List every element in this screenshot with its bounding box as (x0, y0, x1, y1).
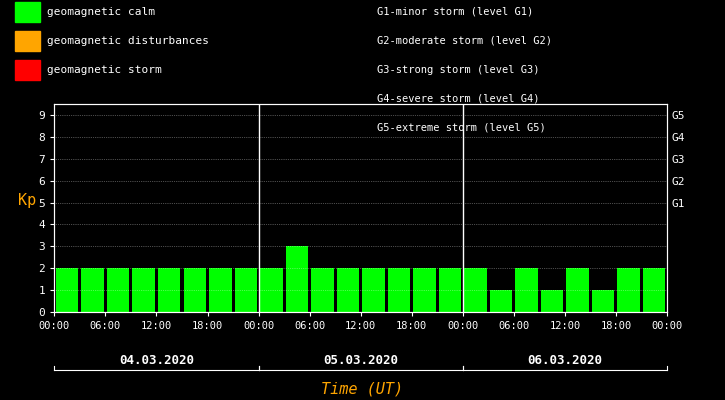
Bar (413, 268, 436, 312)
Bar (286, 246, 308, 312)
Bar (566, 268, 589, 312)
Bar (81, 268, 104, 312)
Bar (133, 268, 155, 312)
Bar (56, 268, 78, 312)
Bar (388, 268, 410, 312)
Bar (515, 268, 538, 312)
Text: 06.03.2020: 06.03.2020 (527, 354, 602, 366)
Text: geomagnetic storm: geomagnetic storm (47, 65, 162, 74)
Bar (311, 268, 334, 312)
Bar (260, 268, 283, 312)
Bar (643, 268, 666, 312)
Text: 04.03.2020: 04.03.2020 (119, 354, 194, 366)
Text: geomagnetic calm: geomagnetic calm (47, 7, 155, 17)
Text: Time (UT): Time (UT) (321, 381, 404, 396)
Bar (158, 268, 181, 312)
Text: G3-strong storm (level G3): G3-strong storm (level G3) (377, 65, 539, 74)
Text: G4-severe storm (level G4): G4-severe storm (level G4) (377, 93, 539, 103)
Bar (490, 290, 513, 312)
Text: G2-moderate storm (level G2): G2-moderate storm (level G2) (377, 36, 552, 46)
Bar (592, 290, 614, 312)
Bar (618, 268, 640, 312)
Bar (183, 268, 206, 312)
Text: geomagnetic disturbances: geomagnetic disturbances (47, 36, 209, 46)
Bar (235, 268, 257, 312)
Y-axis label: Kp: Kp (18, 193, 36, 208)
Bar (107, 268, 130, 312)
Text: 05.03.2020: 05.03.2020 (323, 354, 398, 366)
Bar (439, 268, 461, 312)
Bar (362, 268, 385, 312)
Text: G5-extreme storm (level G5): G5-extreme storm (level G5) (377, 122, 546, 132)
Bar (541, 290, 563, 312)
Text: G1-minor storm (level G1): G1-minor storm (level G1) (377, 7, 534, 17)
Bar (464, 268, 486, 312)
Bar (336, 268, 359, 312)
Bar (209, 268, 231, 312)
